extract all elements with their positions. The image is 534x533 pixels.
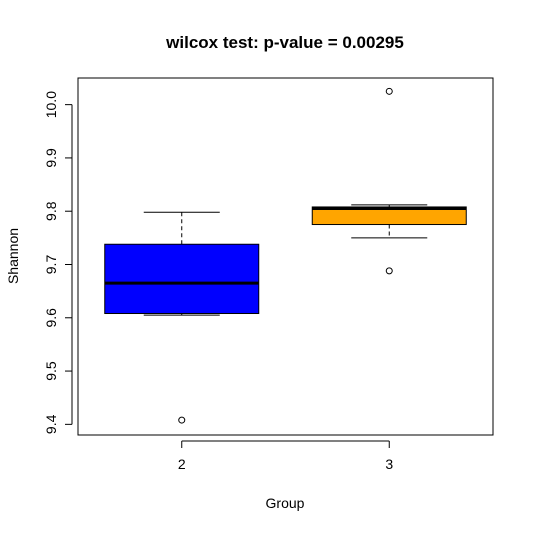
y-tick-label: 9.8	[43, 201, 59, 221]
outlier-point	[385, 87, 393, 95]
y-tick-label: 9.4	[43, 414, 59, 434]
chart-title: wilcox test: p-value = 0.00295	[165, 33, 404, 52]
x-tick-label: 3	[385, 456, 393, 472]
y-tick-label: 10.0	[43, 91, 59, 118]
box-group-2	[104, 211, 260, 424]
y-tick-label: 9.6	[43, 308, 59, 328]
plot-frame	[77, 77, 494, 436]
x-tick-label: 2	[178, 456, 186, 472]
iqr-box	[104, 243, 260, 315]
y-axis-label: Shannon	[5, 228, 21, 284]
y-tick-label: 9.7	[43, 255, 59, 275]
y-axis: 9.4 9.5 9.6 9.7 9.8 9.9 10.0	[43, 91, 73, 434]
outlier-point	[178, 416, 186, 424]
box-group-3	[311, 87, 467, 275]
boxes	[104, 87, 467, 424]
y-tick-label: 9.5	[43, 361, 59, 381]
iqr-box	[311, 206, 467, 226]
y-tick-label: 9.9	[43, 148, 59, 168]
outlier-point	[385, 267, 393, 275]
x-axis-label: Group	[266, 495, 305, 511]
